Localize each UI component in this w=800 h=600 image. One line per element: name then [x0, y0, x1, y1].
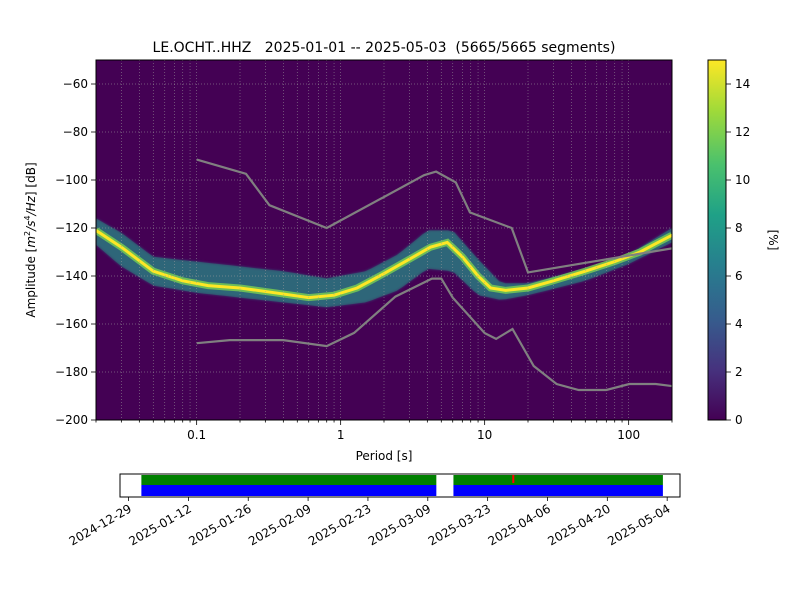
colorbar-tick-label: 2: [735, 365, 743, 379]
ylabel-part-3: /s: [24, 221, 38, 232]
colorbar-tick-label: 6: [735, 269, 743, 283]
ppsd-plot-area: 0.1 1 10 100 −200 −180 −160 −140 −120 −100 −80 −60: [55, 59, 673, 442]
ylabel-part-5: /Hz: [24, 195, 38, 216]
x-tick-label: 0.1: [187, 428, 206, 442]
y-tick-label: −100: [55, 173, 88, 187]
noise-models: [196, 158, 672, 392]
colorbar: 0 2 4 6 8 10 12 14 [%]: [707, 59, 780, 427]
noise-model-nhnm: [196, 158, 672, 274]
y-tick-label: −60: [63, 77, 88, 91]
timeline-tick-label: 2025-04-06: [486, 501, 553, 548]
colorbar-tick-label: 14: [735, 77, 750, 91]
y-axis: −200 −180 −160 −140 −120 −100 −80 −60: [55, 77, 96, 427]
plot-grid: [96, 60, 672, 420]
timeline-tick-label: 2025-04-20: [545, 501, 612, 548]
noise-model-nlnm: [196, 277, 672, 392]
timeline-tick-label: 2025-01-26: [186, 501, 253, 548]
y-tick-label: −120: [55, 221, 88, 235]
timeline-tick-label: 2025-03-23: [426, 501, 493, 548]
y-axis-label: Amplitude [m2/s4/Hz] [dB]: [23, 162, 38, 317]
x-axis: 0.1 1 10 100: [95, 420, 673, 442]
timeline-tick-label: 2025-03-09: [366, 501, 433, 548]
ylabel-part-4: 4: [23, 215, 32, 220]
x-axis-label: Period [s]: [356, 449, 413, 463]
timeline-ticks: 2024-12-292025-01-122025-01-262025-02-09…: [67, 497, 673, 548]
timeline-tick-label: 2025-05-04: [605, 501, 672, 548]
chart-title: LE.OCHT..HHZ 2025-01-01 -- 2025-05-03 (5…: [153, 40, 616, 56]
y-tick-label: −80: [63, 125, 88, 139]
colorbar-tick-label: 12: [735, 125, 750, 139]
x-tick-label: 1: [337, 428, 345, 442]
coverage-timeline: 2024-12-292025-01-122025-01-262025-02-09…: [67, 473, 681, 548]
data-gap-marker: [512, 475, 515, 483]
data-coverage-bar: [141, 485, 437, 496]
y-tick-label: −200: [55, 413, 88, 427]
x-tick-label: 10: [477, 428, 492, 442]
colorbar-tick-label: 0: [735, 413, 743, 427]
colorbar-tick-label: 10: [735, 173, 750, 187]
mode-line: [96, 229, 672, 300]
timeline-segments: [141, 475, 663, 496]
colorbar-ticks: 0 2 4 6 8 10 12 14: [726, 77, 750, 427]
colorbar-tick-label: 4: [735, 317, 743, 331]
ylabel-part-6: ] [dB]: [24, 162, 38, 196]
ylabel-part-0: Amplitude [: [24, 248, 38, 318]
ylabel-part-1: m: [24, 236, 38, 248]
colorbar-gradient: [707, 59, 727, 421]
timeline-tick-label: 2025-02-23: [306, 501, 373, 548]
colorbar-label: [%]: [766, 230, 780, 251]
y-tick-label: −140: [55, 269, 88, 283]
timeline-tick-label: 2025-01-12: [126, 501, 193, 548]
psd-coverage-bar: [141, 475, 437, 485]
colorbar-tick-label: 8: [735, 221, 743, 235]
timeline-tick-label: 2024-12-29: [67, 501, 134, 548]
x-tick-label: 100: [617, 428, 640, 442]
y-tick-label: −160: [55, 317, 88, 331]
ylabel-part-2: 2: [23, 231, 32, 236]
y-tick-label: −180: [55, 365, 88, 379]
psd-coverage-bar: [453, 475, 663, 485]
data-coverage-bar: [453, 485, 663, 496]
timeline-tick-label: 2025-02-09: [246, 501, 313, 548]
